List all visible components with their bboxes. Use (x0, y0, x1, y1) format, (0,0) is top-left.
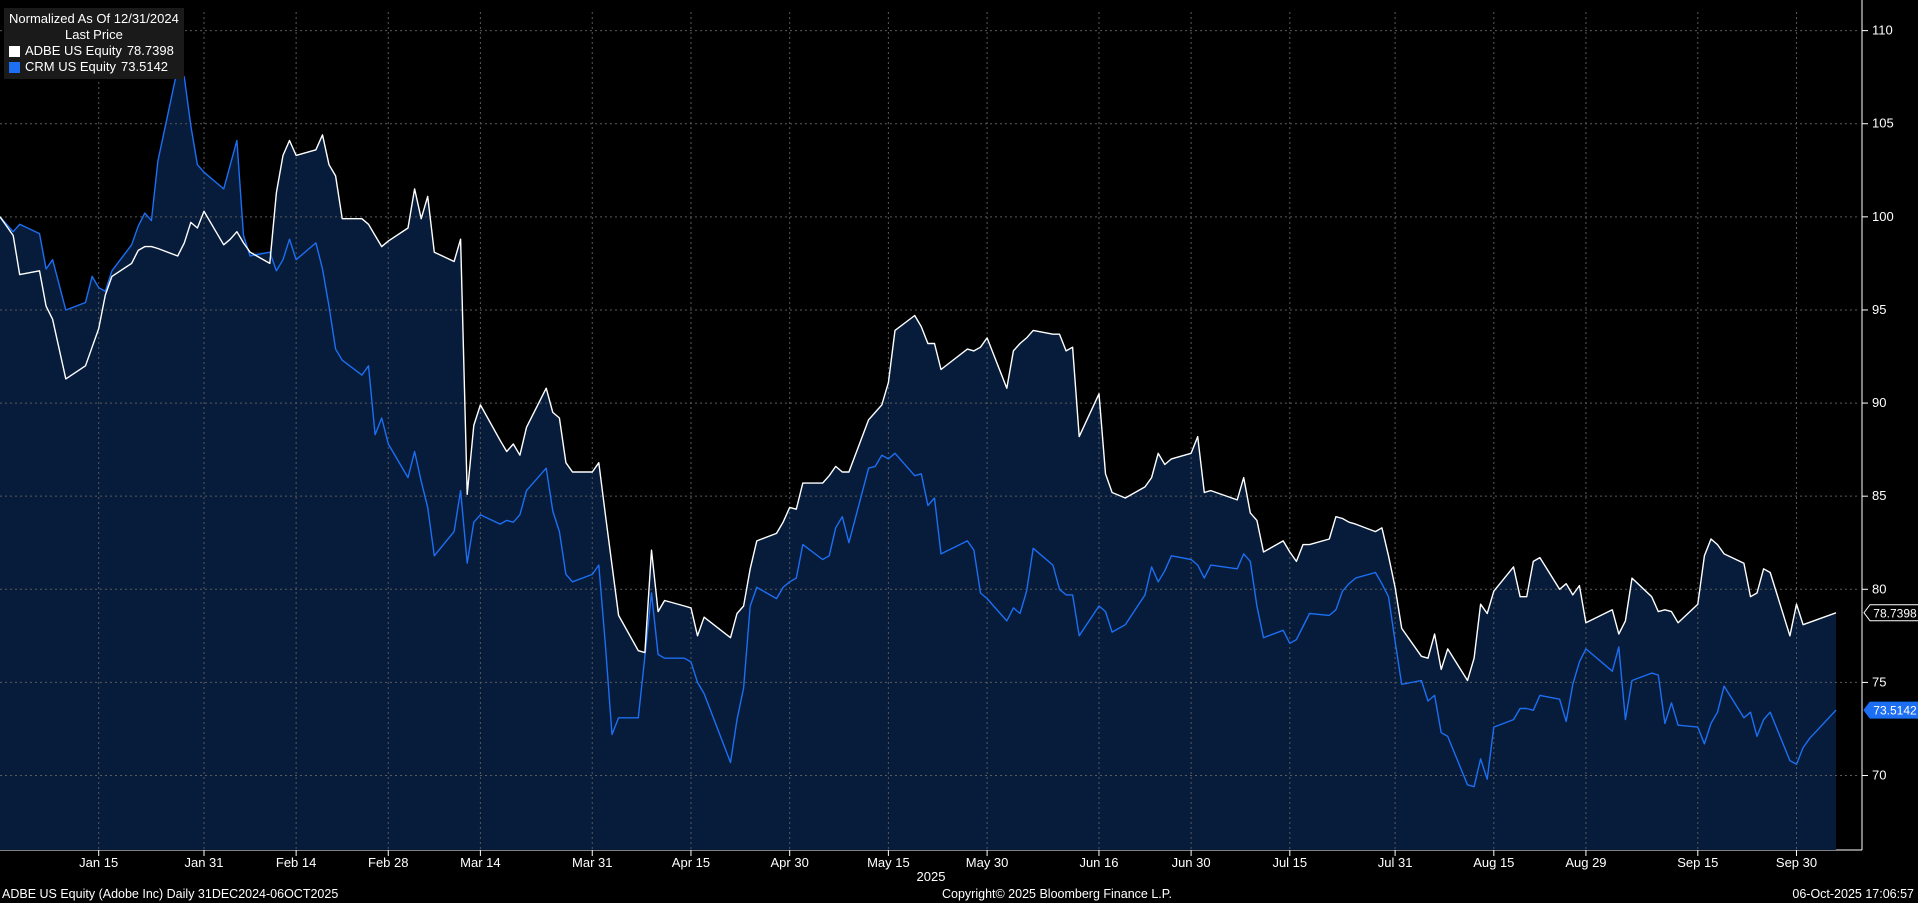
x-tick-label: May 30 (966, 855, 1009, 870)
footer-timestamp: 06-Oct-2025 17:06:57 (1792, 887, 1914, 901)
year-label: 2025 (916, 869, 946, 884)
grid: 70 75 80 85 90 95 100 105 110 Jan 15 Jan 31 Feb 14 F… (0, 12, 1894, 870)
x-tick-label: Jul 15 (1272, 855, 1307, 870)
last-value-crm-bg (1863, 701, 1918, 719)
x-tick-label: Feb 28 (368, 855, 408, 870)
legend-swatch-adbe (9, 45, 20, 57)
y-tick-label: 80 (1872, 581, 1886, 596)
x-tick-label: Jan 31 (184, 855, 223, 870)
last-value-adbe-bg (1863, 604, 1918, 622)
y-tick-label: 105 (1872, 116, 1894, 131)
legend-swatch-crm (9, 61, 20, 73)
legend-item-crm: CRM US Equity 73.5142 (9, 59, 179, 75)
y-tick-label: 85 (1872, 488, 1886, 503)
legend-item-adbe: ADBE US Equity 78.7398 (9, 43, 179, 59)
x-tick-label: Mar 14 (460, 855, 500, 870)
x-tick-label: Feb 14 (276, 855, 316, 870)
y-tick-label: 90 (1872, 395, 1886, 410)
x-tick-label: May 15 (867, 855, 910, 870)
y-tick-label: 100 (1872, 209, 1894, 224)
series-line-adbe (0, 134, 1837, 682)
x-tick-label: Jun 16 (1079, 855, 1118, 870)
x-tick-label: Jul 31 (1378, 855, 1413, 870)
series-line-crm (0, 67, 1837, 788)
last-value-crm-label: 73.5142 (1873, 704, 1917, 718)
legend-subtitle: Last Price (65, 27, 123, 42)
legend: Normalized As Of 12/31/2024 Last Price A… (4, 8, 184, 79)
footer-copyright: Copyright© 2025 Bloomberg Finance L.P. (942, 887, 1172, 901)
footer-description: ADBE US Equity (Adobe Inc) Daily 31DEC20… (2, 887, 339, 901)
y-tick-label: 110 (1872, 23, 1893, 38)
y-tick-label: 95 (1872, 302, 1886, 317)
x-tick-label: Aug 15 (1473, 855, 1514, 870)
x-tick-label: Apr 15 (672, 855, 710, 870)
legend-title: Normalized As Of 12/31/2024 (9, 11, 179, 26)
last-value-adbe-label: 78.7398 (1873, 606, 1917, 620)
x-tick-label: Aug 29 (1565, 855, 1606, 870)
x-tick-label: Apr 30 (771, 855, 809, 870)
legend-label-crm: CRM US Equity (25, 59, 117, 74)
y-tick-label: 70 (1872, 768, 1886, 783)
x-tick-label: Sep 15 (1677, 855, 1718, 870)
legend-label-adbe: ADBE US Equity (25, 43, 122, 58)
x-tick-label: Sep 30 (1776, 855, 1817, 870)
y-tick-label: 75 (1872, 674, 1886, 689)
legend-value-adbe: 78.7398 (126, 43, 174, 58)
x-tick-label: Mar 31 (572, 855, 612, 870)
legend-value-crm: 73.5142 (121, 59, 169, 74)
x-tick-label: Jun 30 (1172, 855, 1211, 870)
area-fill (0, 67, 1836, 850)
x-tick-label: Jan 15 (79, 855, 118, 870)
